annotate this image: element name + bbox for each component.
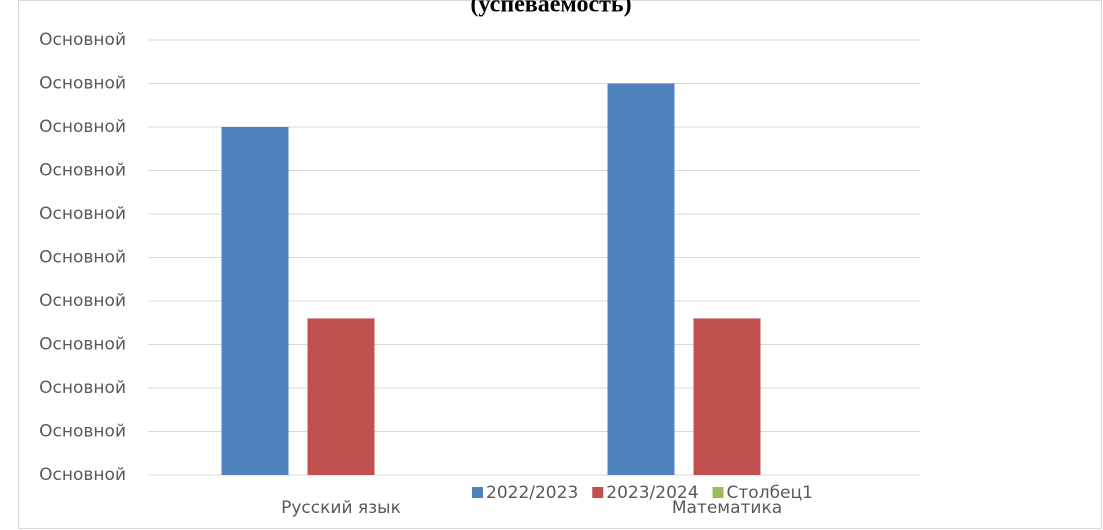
y-tick-label: Основной [39,422,126,442]
bar [307,318,375,475]
bar [221,127,289,475]
bar [607,83,675,475]
y-tick-label: Основной [39,335,126,355]
y-tick-label: Основной [39,248,126,268]
legend-label: Столбец1 [727,483,813,503]
y-tick-label: Основной [39,117,126,137]
y-tick-label: Основной [39,74,126,94]
legend-swatch [592,487,604,498]
chart-title: (успеваемость) [470,0,631,18]
y-tick-label: Основной [39,465,126,485]
y-tick-label: Основной [39,204,126,224]
y-tick-label: Основной [39,30,126,50]
legend-label: 2023/2024 [606,483,698,503]
legend-label: 2022/2023 [486,483,578,503]
x-tick-label: Русский язык [281,498,401,518]
chart-frame [18,0,1102,529]
y-tick-label: Основной [39,291,126,311]
y-tick-label: Основной [39,378,126,398]
y-tick-label: Основной [39,161,126,181]
bar [693,318,761,475]
x-tick-label: Математика [672,498,782,518]
legend-swatch [472,487,483,498]
legend-swatch [712,487,724,498]
